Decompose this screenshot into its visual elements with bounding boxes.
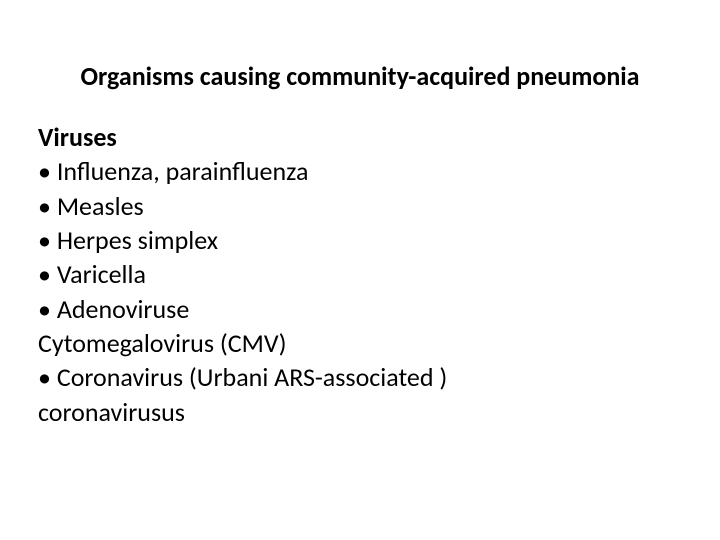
content-line: • Varicella bbox=[38, 257, 686, 291]
content-heading: Viruses bbox=[38, 120, 686, 154]
content-line: • Coronavirus (Urbani ARS-associated ) bbox=[38, 360, 686, 394]
slide-content: Viruses • Influenza, parainfluenza • Mea… bbox=[34, 120, 686, 429]
content-line: coronavirusus bbox=[38, 395, 686, 429]
content-line: • Adenoviruse bbox=[38, 292, 686, 326]
content-line: • Influenza, parainfluenza bbox=[38, 154, 686, 188]
content-line: • Herpes simplex bbox=[38, 223, 686, 257]
slide-container: Organisms causing community-acquired pne… bbox=[0, 0, 720, 540]
content-line: • Measles bbox=[38, 189, 686, 223]
content-line: Cytomegalovirus (CMV) bbox=[38, 326, 686, 360]
slide-title: Organisms causing community-acquired pne… bbox=[34, 60, 686, 92]
